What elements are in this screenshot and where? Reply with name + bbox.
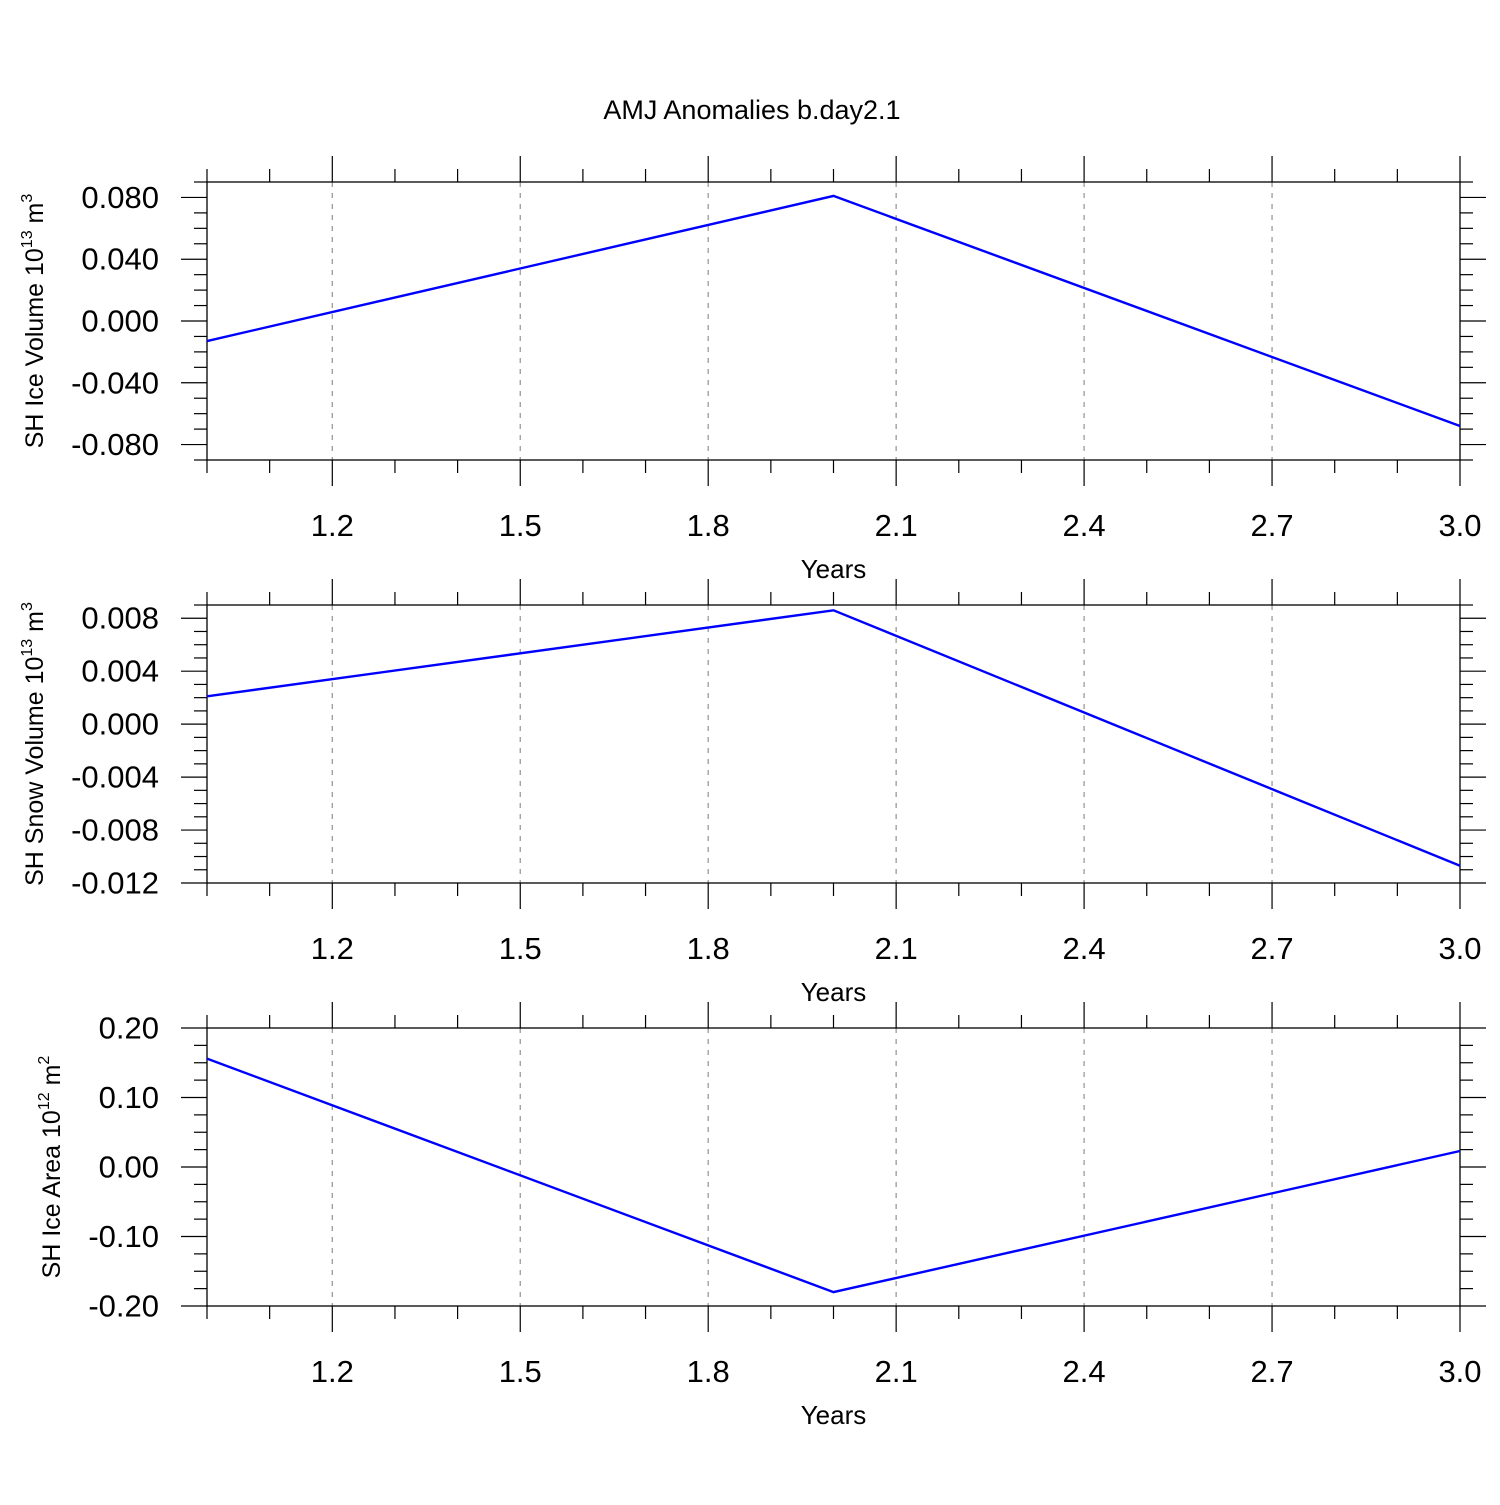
y-axis-label-part: m	[21, 611, 49, 639]
y-axis-label-superscript: 3	[19, 194, 36, 203]
plot-frame	[206, 604, 1461, 884]
x-tick-label: 2.1	[875, 1354, 918, 1389]
x-tick-label: 1.5	[499, 1354, 542, 1389]
x-tick-label: 2.4	[1063, 508, 1106, 543]
series-line-1	[206, 1057, 1461, 1294]
y-axis-label-superscript: 13	[19, 230, 36, 248]
x-tick-label: 3.0	[1438, 1354, 1481, 1389]
x-tick-label: 2.1	[875, 508, 918, 543]
plot-frame	[206, 181, 1461, 461]
y-tick-label: -0.004	[71, 760, 159, 795]
x-tick-label: 1.8	[687, 1354, 730, 1389]
x-axis-label: Years	[801, 554, 867, 584]
series-line-1	[206, 609, 1461, 867]
y-axis-label-part: SH Ice Volume 10	[21, 248, 49, 448]
y-axis-label-part: m	[38, 1065, 66, 1093]
y-tick-label: 0.20	[99, 1011, 159, 1046]
y-axis-label: SH Snow Volume 1013 m3	[19, 602, 49, 886]
y-axis-label-superscript: 3	[19, 602, 36, 611]
x-tick-label: 1.2	[311, 1354, 354, 1389]
y-tick-label: 0.040	[81, 242, 159, 277]
x-tick-label: 2.7	[1250, 508, 1293, 543]
y-tick-label: 0.008	[81, 601, 159, 636]
y-axis-label: SH Ice Volume 1013 m3	[19, 194, 49, 449]
x-tick-label: 2.7	[1250, 931, 1293, 966]
chart-panel-3: 1.2 1.5 1.8 2.1 2.4 2.7 3.0 0.20 0.10 0.00 -0.10 -0…	[36, 1002, 1486, 1430]
x-tick-label: 2.1	[875, 931, 918, 966]
y-tick-label: 0.000	[81, 304, 159, 339]
x-tick-label: 1.8	[687, 508, 730, 543]
y-tick-label: 0.000	[81, 707, 159, 742]
chart-title: AMJ Anomalies b.day2.1	[603, 95, 900, 125]
y-axis-label-part: SH Ice Area 10	[38, 1110, 66, 1278]
x-tick-label: 1.2	[311, 508, 354, 543]
x-tick-label: 2.4	[1063, 931, 1106, 966]
x-tick-label: 2.4	[1063, 1354, 1106, 1389]
series-line-1	[206, 194, 1461, 428]
x-axis-label: Years	[801, 977, 867, 1007]
x-tick-label: 2.7	[1250, 1354, 1293, 1389]
y-tick-label: -0.080	[71, 427, 159, 462]
x-tick-label: 3.0	[1438, 931, 1481, 966]
x-tick-label: 1.8	[687, 931, 730, 966]
y-axis-label-part: m	[21, 203, 49, 231]
y-axis-label-superscript: 13	[19, 639, 36, 657]
y-axis-label: SH Ice Area 1012 m2	[36, 1056, 66, 1279]
chart-panel-1: 1.2 1.5 1.8 2.1 2.4 2.7 3.0 0.080 0.040 0.000 -0.0…	[19, 156, 1486, 584]
x-axis-label: Years	[801, 1400, 867, 1430]
y-axis-label-superscript: 12	[36, 1092, 53, 1110]
y-tick-label: -0.012	[71, 866, 159, 901]
y-tick-label: 0.004	[81, 654, 159, 689]
x-tick-label: 1.5	[499, 931, 542, 966]
y-axis-label-part: SH Snow Volume 10	[21, 657, 49, 886]
chart-panel-2: 1.2 1.5 1.8 2.1 2.4 2.7 3.0 0.008 0.004 0.000 -0.0…	[19, 579, 1486, 1007]
x-tick-label: 3.0	[1438, 508, 1481, 543]
y-tick-label: 0.00	[99, 1150, 159, 1185]
y-tick-label: -0.20	[88, 1289, 159, 1324]
y-tick-label: 0.080	[81, 180, 159, 215]
y-tick-label: -0.10	[88, 1219, 159, 1254]
x-tick-label: 1.5	[499, 508, 542, 543]
y-tick-label: 0.10	[99, 1080, 159, 1115]
y-tick-label: -0.040	[71, 365, 159, 400]
y-axis-label-superscript: 2	[36, 1056, 53, 1065]
x-tick-label: 1.2	[311, 931, 354, 966]
plot-frame	[206, 1027, 1461, 1307]
y-tick-label: -0.008	[71, 813, 159, 848]
